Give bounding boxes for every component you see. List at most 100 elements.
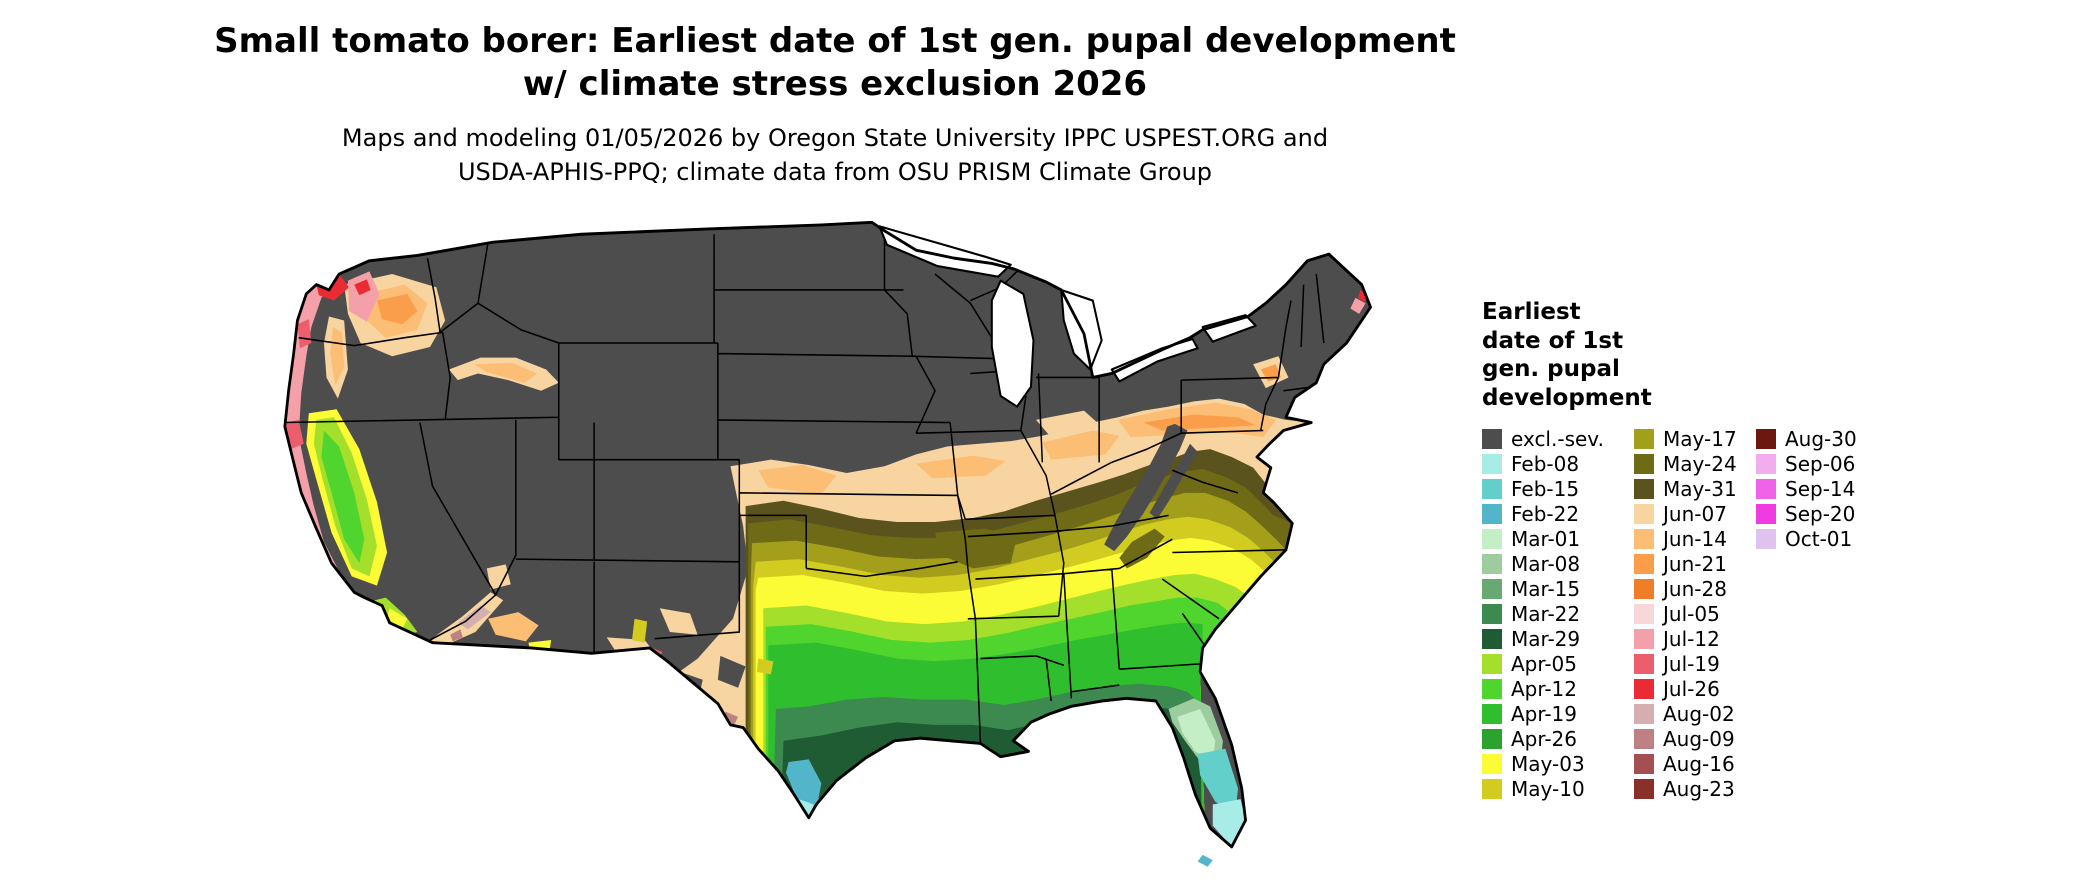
legend-column: Aug-30 Sep-06 Sep-14 Sep-20 Oct-01 <box>1756 426 1857 801</box>
region-feb08-florida <box>1212 799 1246 847</box>
state-borders <box>284 226 1325 744</box>
legend-item: May-24 <box>1634 451 1756 476</box>
region-jun14-snakeplain <box>474 362 538 383</box>
legend-swatch <box>1634 528 1654 549</box>
region-aug02-bigbend <box>734 732 749 748</box>
region-jul19-orcoast <box>297 319 312 349</box>
legend-item: Jun-07 <box>1634 501 1756 526</box>
legend-item: Aug-16 <box>1634 751 1756 776</box>
region-jul26-maine <box>1357 289 1369 302</box>
legend-item: Mar-29 <box>1482 626 1634 651</box>
legend-swatch <box>1756 453 1776 474</box>
region-apr12-cavalley <box>321 430 365 564</box>
us-map-svg <box>283 221 1372 867</box>
legend-swatch <box>1634 728 1654 749</box>
region-jun14-willamette <box>330 327 345 386</box>
legend-swatch <box>1482 703 1502 724</box>
legend-label: Aug-30 <box>1785 426 1857 451</box>
region-excluded-appalachians <box>1104 423 1188 552</box>
legend-label: Apr-05 <box>1511 651 1577 676</box>
map-subtitle-line2: USDA-APHIS-PPQ; climate data from OSU PR… <box>457 158 1213 187</box>
region-tan-nm2 <box>659 608 698 635</box>
legend-swatch <box>1634 653 1654 674</box>
legend-label: Feb-08 <box>1511 451 1580 476</box>
legend-swatch <box>1634 553 1654 574</box>
legend-item: Aug-23 <box>1634 776 1756 801</box>
legend-label: Jul-19 <box>1663 651 1720 676</box>
region-excluded-wtexas2 <box>717 655 746 688</box>
legend-label: Apr-19 <box>1511 701 1577 726</box>
legend-swatch <box>1634 428 1654 449</box>
region-may10-nm <box>632 618 648 643</box>
legend-label: Mar-08 <box>1511 551 1581 576</box>
header-block: Small tomato borer: Earliest date of 1st… <box>0 20 1670 189</box>
legend-swatch <box>1756 478 1776 499</box>
legend-label: Sep-06 <box>1785 451 1856 476</box>
region-feb22-stexas <box>786 759 822 816</box>
legend-label: May-24 <box>1663 451 1737 476</box>
legend-item: Aug-30 <box>1756 426 1857 451</box>
map-subtitle: Maps and modeling 01/05/2026 by Oregon S… <box>0 121 1670 189</box>
region-aug02-river <box>457 605 491 630</box>
lake-michigan <box>990 279 1035 408</box>
us-outline <box>283 221 1372 849</box>
legend-swatch <box>1482 778 1502 799</box>
legend-item: Jun-28 <box>1634 576 1756 601</box>
legend-label: Oct-01 <box>1785 526 1853 551</box>
region-may10-pecos <box>756 658 774 675</box>
legend-label: Mar-01 <box>1511 526 1581 551</box>
legend-label: May-10 <box>1511 776 1585 801</box>
legend-label: Mar-29 <box>1511 626 1581 651</box>
legend-item: Mar-08 <box>1482 551 1634 576</box>
lake-ontario <box>1201 314 1257 343</box>
legend-item: Jul-26 <box>1634 676 1756 701</box>
legend-item: May-17 <box>1634 426 1756 451</box>
map-title-line2: w/ climate stress exclusion 2026 <box>522 63 1148 104</box>
legend-label: Sep-14 <box>1785 476 1856 501</box>
legend-label: Aug-23 <box>1663 776 1735 801</box>
legend-item: Jul-05 <box>1634 601 1756 626</box>
region-may24-ozarks <box>935 528 1018 569</box>
legend-label: Jun-28 <box>1663 576 1727 601</box>
region-excluded-appalachians2 <box>1149 443 1198 520</box>
region-jul26-puget <box>354 279 371 296</box>
legend-column: May-17 May-24 May-31 Jun-07 Jun-14 Jun-21 Jun-… <box>1634 426 1756 801</box>
legend-label: May-03 <box>1511 751 1585 776</box>
legend-item: Apr-05 <box>1482 651 1634 676</box>
legend-swatch <box>1482 728 1502 749</box>
map-subtitle-line1: Maps and modeling 01/05/2026 by Oregon S… <box>341 124 1329 152</box>
legend-swatch <box>1634 753 1654 774</box>
legend-label: Jul-05 <box>1663 601 1720 626</box>
legend-item: Sep-20 <box>1756 501 1857 526</box>
lake-superior <box>878 225 1012 278</box>
region-jul12-maine <box>1350 297 1366 314</box>
legend-item: Mar-22 <box>1482 601 1634 626</box>
legend-columns: excl.-sev. Feb-08 Feb-15 Feb-22 Mar-01 Mar-08… <box>1482 426 1857 801</box>
region-tan-michigan <box>1036 410 1102 435</box>
legend-label: Feb-22 <box>1511 501 1580 526</box>
legend-item: May-10 <box>1482 776 1634 801</box>
legend-label: Feb-15 <box>1511 476 1580 501</box>
region-feb22-socal1 <box>369 610 380 622</box>
legend-swatch <box>1482 628 1502 649</box>
legend-label: Sep-20 <box>1785 501 1856 526</box>
legend-label: Jul-26 <box>1663 676 1720 701</box>
legend-item: Apr-12 <box>1482 676 1634 701</box>
region-jun14-nebraska <box>758 464 837 495</box>
region-jul26-capeflattery <box>316 274 350 301</box>
legend-item: Aug-02 <box>1634 701 1756 726</box>
legend-swatch <box>1482 503 1502 524</box>
legend-swatch <box>1634 603 1654 624</box>
legend-swatch <box>1634 478 1654 499</box>
legend-swatch <box>1634 628 1654 649</box>
legend-item: Apr-26 <box>1482 726 1634 751</box>
legend-label: Apr-26 <box>1511 726 1577 751</box>
legend-label: Jun-07 <box>1663 501 1727 526</box>
legend-label: May-31 <box>1663 476 1737 501</box>
region-jun14-iowa <box>916 455 1006 479</box>
legend-swatch <box>1482 528 1502 549</box>
legend-swatch <box>1756 528 1776 549</box>
legend-item: Aug-09 <box>1634 726 1756 751</box>
legend-label: Jun-21 <box>1663 551 1727 576</box>
